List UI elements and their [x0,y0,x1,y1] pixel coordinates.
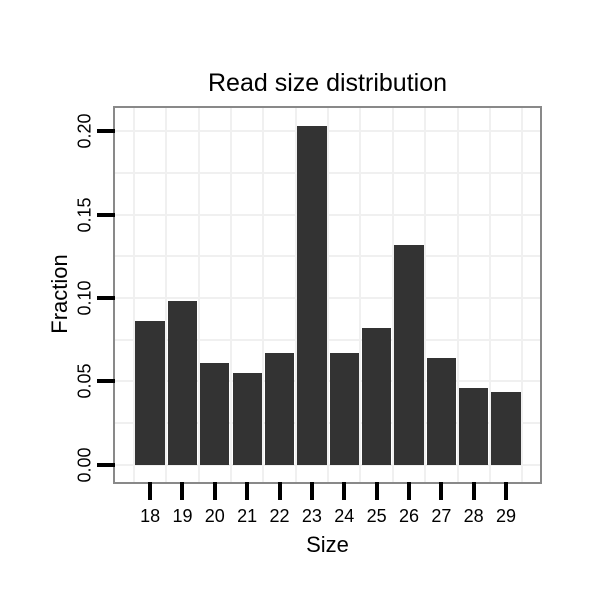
x-tick-mark [406,482,411,500]
x-tick-label: 19 [172,506,193,526]
y-tick-mark [97,379,115,384]
gridline-vertical [327,108,330,482]
gridline-vertical [230,108,232,482]
bar-21 [232,373,262,465]
y-tick-mark [97,462,115,467]
bar-26 [394,244,424,465]
plot-panel [113,106,542,484]
x-tick-label: 28 [463,506,484,526]
x-tick-mark [471,482,476,500]
y-tick-label: 0.20 [74,113,95,149]
x-tick-label: 24 [334,506,355,526]
x-tick-mark [309,482,314,500]
y-tick-label: 0.00 [74,447,95,483]
y-tick-mark [97,129,115,134]
gridline-vertical [132,108,135,482]
x-tick-mark [504,482,509,500]
y-tick-label: 0.15 [74,196,95,233]
x-tick-label: 25 [366,506,387,526]
gridline-vertical [391,108,394,482]
gridline-vertical [165,108,168,482]
x-tick-mark [180,482,185,500]
x-tick-label: 27 [431,506,452,526]
bar-23 [297,126,327,465]
x-tick-label: 21 [237,506,258,526]
bar-19 [167,301,198,465]
bar-25 [361,328,392,465]
bar-20 [200,363,230,465]
gridline-vertical [456,108,459,482]
x-tick-label: 18 [140,506,161,526]
bar-27 [426,358,456,465]
gridline-vertical [521,108,524,482]
bar-28 [459,388,489,465]
bar-18 [135,321,165,465]
x-tick-mark [277,482,282,500]
x-tick-label: 22 [269,506,290,526]
x-tick-mark [148,482,153,500]
gridline-vertical [262,108,265,482]
gridline-vertical [359,108,362,482]
x-tick-mark [374,482,379,500]
y-tick-label: 0.05 [74,363,95,400]
y-tick-mark [97,212,115,217]
x-tick-mark [245,482,250,500]
y-axis-label: Fraction [47,254,72,334]
x-tick-label: 23 [301,506,322,526]
x-tick-label: 26 [398,506,419,526]
gridline-vertical [424,108,427,482]
gridline-vertical [197,108,200,482]
bar-29 [491,391,521,465]
bar-24 [329,353,359,465]
gridline-vertical [294,108,297,482]
chart-title: Read size distribution [207,69,447,97]
x-tick-label: 29 [496,506,517,526]
x-tick-mark [342,482,347,500]
x-axis-label: Size [306,532,349,557]
x-tick-label: 20 [204,506,225,526]
gridline-vertical [488,108,491,482]
x-tick-mark [212,482,217,500]
x-tick-mark [439,482,444,500]
y-tick-mark [97,296,115,300]
y-tick-label: 0.10 [74,280,95,316]
bar-22 [264,353,295,465]
